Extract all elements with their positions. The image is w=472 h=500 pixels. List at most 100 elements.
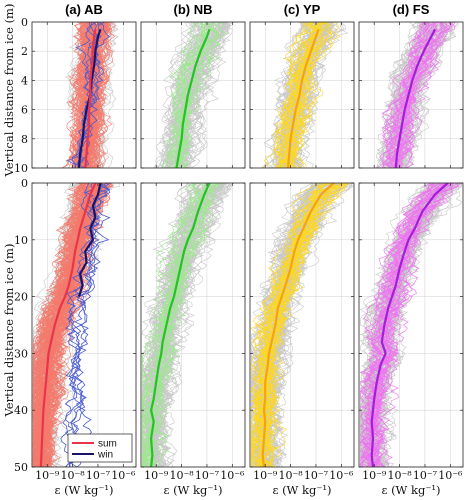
profile-line-win: [75, 22, 96, 168]
profile-line-c: [273, 22, 324, 168]
profile-line-other: [173, 22, 203, 168]
panel-a-top: [32, 22, 136, 168]
panel-frame: [31, 21, 137, 169]
profile-line-d: [359, 183, 450, 467]
mean-line-d: [394, 28, 437, 168]
profile-line-d: [381, 22, 433, 168]
y-tick-label: 8: [21, 133, 28, 146]
mean-line-b: [175, 28, 211, 168]
panel-title-c: (c) YP: [284, 2, 321, 17]
legend-label-sum: sum: [98, 439, 117, 450]
y-tick-label: 0: [21, 16, 28, 29]
profile-line-b: [163, 22, 206, 168]
profile-line-d: [388, 22, 430, 168]
x-tick-label: 10⁻⁸: [278, 469, 303, 482]
y-axis-label-top: Vertical distance from ice (m): [2, 4, 16, 178]
y-tick-label: 4: [21, 74, 28, 87]
x-tick-label: 10⁻⁹: [253, 469, 278, 482]
panel-c-bottom: [250, 183, 354, 467]
panel-d-bottom: [359, 183, 463, 467]
profile-line-c: [250, 183, 328, 467]
mean-line-b: [149, 183, 211, 467]
profile-line-other: [182, 22, 229, 168]
panel-frame: [358, 182, 464, 468]
profile-line-a: [35, 183, 100, 467]
profile-line-d: [392, 22, 444, 168]
legend-label-win: win: [97, 450, 113, 461]
panel-frame: [31, 182, 137, 468]
mean-line-a: [84, 29, 97, 168]
profile-line-other: [364, 183, 435, 467]
profile-line-b: [141, 183, 199, 467]
profile-line-b: [167, 22, 213, 168]
profile-line-d: [363, 183, 445, 467]
profile-line-d: [364, 183, 433, 467]
profile-line-a: [40, 183, 92, 467]
y-tick-label: 40: [14, 404, 28, 417]
x-axis-label: ε (W kg⁻¹): [272, 483, 331, 497]
profile-line-c: [284, 22, 319, 168]
profile-line-win: [64, 183, 111, 467]
profile-line-d: [389, 22, 428, 168]
legend-box: [67, 433, 133, 463]
profile-line-other: [144, 183, 230, 467]
profile-line-c: [250, 183, 332, 467]
x-tick-label: 10⁻⁶: [220, 469, 245, 482]
mean-line-win: [77, 183, 102, 297]
x-tick-label: 10⁻⁸: [387, 469, 412, 482]
x-tick-label: 10⁻⁸: [169, 469, 194, 482]
panel-frame: [358, 21, 464, 169]
profile-line-c: [257, 183, 341, 467]
y-tick-label: 20: [14, 291, 28, 304]
x-tick-label: 10⁻⁹: [144, 469, 169, 482]
profile-line-c: [273, 22, 341, 168]
y-tick-label: 10: [14, 162, 28, 175]
profile-line-b: [141, 183, 205, 467]
x-tick-label: 10⁻⁷: [413, 469, 438, 482]
profile-line-b: [141, 183, 199, 467]
profile-line-c: [255, 183, 347, 467]
x-tick-label: 10⁻⁷: [86, 469, 111, 482]
profile-line-other: [187, 22, 225, 168]
panel-title-a: (a) AB: [65, 2, 103, 17]
profile-line-c: [278, 22, 311, 168]
profile-line-other: [288, 22, 315, 168]
profile-line-win: [77, 22, 98, 168]
y-tick-label: 6: [21, 104, 28, 117]
x-axis-label: ε (W kg⁻¹): [54, 483, 113, 497]
mean-line-c: [261, 183, 335, 467]
profile-line-c: [254, 183, 344, 467]
mean-line-c: [286, 28, 320, 168]
x-tick-label: 10⁻⁹: [35, 469, 60, 482]
profile-line-a: [43, 183, 105, 467]
profile-line-d: [388, 22, 430, 168]
profile-line-b: [141, 183, 212, 467]
profile-line-other: [155, 22, 230, 168]
profile-line-c: [285, 22, 333, 168]
profile-line-win: [65, 183, 110, 467]
y-tick-label: 50: [14, 461, 28, 474]
profile-line-other: [359, 183, 436, 467]
x-tick-label: 10⁻⁷: [195, 469, 220, 482]
y-tick-label: 30: [14, 347, 28, 360]
x-tick-label: 10⁻⁶: [438, 469, 463, 482]
profile-line-d: [391, 22, 442, 168]
panel-frame: [249, 182, 355, 468]
profile-line-d: [359, 183, 446, 467]
profile-line-d: [364, 183, 436, 467]
x-axis-label: ε (W kg⁻¹): [163, 483, 222, 497]
profile-line-c: [254, 183, 338, 467]
profile-line-b: [161, 22, 207, 168]
y-tick-label: 10: [14, 234, 28, 247]
panel-b-top: [141, 22, 245, 168]
profile-line-c: [287, 22, 318, 168]
profile-line-d: [387, 22, 441, 168]
profile-line-d: [361, 183, 434, 467]
y-tick-label: 0: [21, 177, 28, 190]
panel-d-top: [359, 22, 463, 168]
profile-line-d: [392, 22, 449, 168]
profile-line-b: [174, 22, 207, 168]
panel-b-bottom: [141, 183, 245, 467]
panel-frame: [140, 21, 246, 169]
mean-line-d: [370, 183, 449, 467]
